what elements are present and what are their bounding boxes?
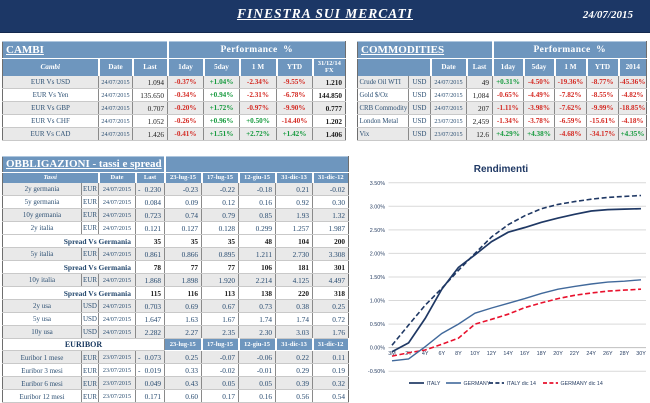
svg-text:2.00%: 2.00% [370, 251, 385, 257]
svg-text:2.50%: 2.50% [370, 228, 385, 234]
svg-text:28Y: 28Y [620, 351, 630, 357]
svg-text:20Y: 20Y [553, 351, 563, 357]
svg-text:-0.50%: -0.50% [368, 369, 385, 375]
svg-text:GERMANY dic 14: GERMANY dic 14 [561, 381, 603, 387]
svg-text:18Y: 18Y [537, 351, 547, 357]
svg-text:3M: 3M [388, 351, 396, 357]
svg-text:16Y: 16Y [520, 351, 530, 357]
svg-text:0.50%: 0.50% [370, 322, 385, 328]
svg-text:ITALY dic 14: ITALY dic 14 [507, 381, 536, 387]
svg-text:24Y: 24Y [586, 351, 596, 357]
svg-text:2Y: 2Y [405, 351, 412, 357]
svg-text:26Y: 26Y [603, 351, 613, 357]
svg-text:ITALY: ITALY [427, 381, 441, 387]
svg-text:3.00%: 3.00% [370, 204, 385, 210]
svg-text:8Y: 8Y [455, 351, 462, 357]
svg-text:6Y: 6Y [439, 351, 446, 357]
svg-text:10Y: 10Y [470, 351, 480, 357]
svg-text:0.00%: 0.00% [370, 346, 385, 352]
svg-text:1.50%: 1.50% [370, 275, 385, 281]
svg-text:14Y: 14Y [503, 351, 513, 357]
svg-text:3.50%: 3.50% [370, 181, 385, 187]
svg-text:1.00%: 1.00% [370, 299, 385, 305]
svg-text:30Y: 30Y [636, 351, 646, 357]
svg-text:22Y: 22Y [570, 351, 580, 357]
svg-text:12Y: 12Y [487, 351, 497, 357]
svg-text:4Y: 4Y [422, 351, 429, 357]
svg-text:GERMANY: GERMANY [464, 381, 491, 387]
